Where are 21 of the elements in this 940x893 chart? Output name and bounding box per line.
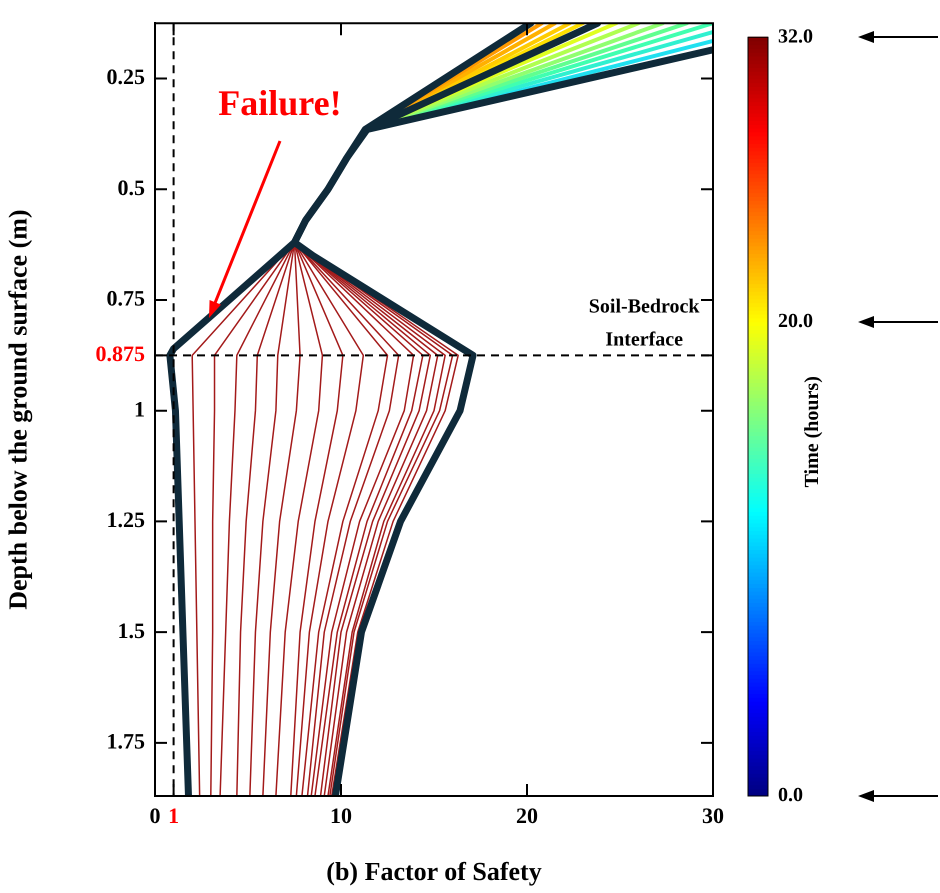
y-axis-title: Depth below the ground surface (m) [3, 209, 32, 610]
x-tick-label: 30 [702, 802, 724, 828]
y-tick-label: 1.5 [118, 618, 145, 643]
y-tick-label: 0.25 [106, 64, 145, 90]
y-tick-label: 0.875 [96, 341, 145, 366]
y-tick-label: 0.5 [118, 174, 145, 200]
x-axis-title: (b) Factor of Safety [326, 857, 542, 886]
color-bar-label: 0.0 [778, 784, 803, 806]
color-bar-label: 32.0 [778, 25, 813, 48]
x-tick-label: 0 [150, 802, 160, 828]
legend-label: Soil-Bedrock Interface [588, 295, 700, 350]
x-tick-label: 20 [516, 802, 538, 828]
y-tick-label: 0.75 [106, 286, 145, 311]
y-tick-label: 1 [134, 396, 145, 422]
x-tick-label: 1 [168, 802, 180, 828]
y-tick-label: 1.75 [106, 728, 145, 754]
color-bar-title: Time (hours) [801, 376, 824, 488]
color-bar-label: 20.0 [778, 310, 813, 332]
x-tick-label: 10 [330, 802, 352, 828]
y-tick-label: 1.25 [106, 507, 145, 532]
annotation: Failure! [218, 83, 342, 123]
